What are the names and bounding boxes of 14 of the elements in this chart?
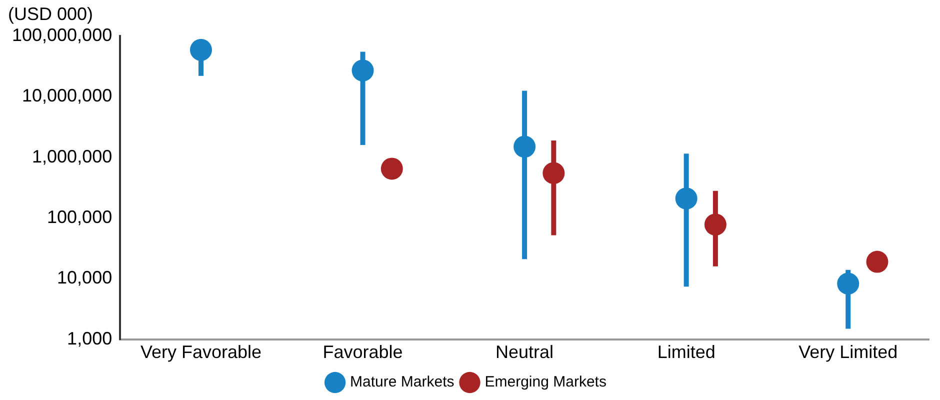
y-tick-label: 10,000,000: [22, 86, 112, 106]
y-tick-label: 1,000: [67, 328, 112, 348]
y-tick-label: 100,000,000: [12, 24, 112, 45]
x-tick-label: Neutral: [496, 342, 554, 362]
x-tick-label: Very Limited: [798, 342, 898, 362]
y-axis-title: (USD 000): [8, 4, 94, 24]
x-tick-label: Very Favorable: [140, 342, 262, 362]
x-tick-label: Limited: [657, 342, 716, 362]
legend-label: Emerging Markets: [484, 374, 606, 391]
y-tick-label: 1,000,000: [32, 146, 112, 166]
y-tick-label: 10,000: [57, 268, 112, 288]
x-tick-label: Favorable: [322, 342, 403, 362]
y-tick-label: 100,000: [47, 207, 112, 228]
legend-label: Mature Markets: [350, 374, 454, 391]
